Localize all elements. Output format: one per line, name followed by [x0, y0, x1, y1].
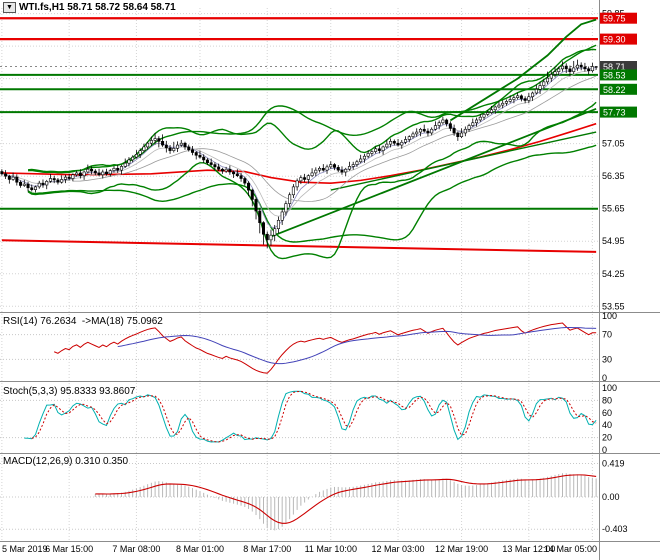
svg-text:56.35: 56.35: [602, 171, 625, 181]
svg-text:100: 100: [602, 383, 617, 393]
macd-panel: [94, 473, 597, 531]
svg-text:12 Mar 03:00: 12 Mar 03:00: [372, 544, 425, 554]
bollinger-bands: [1, 44, 597, 260]
svg-text:59.75: 59.75: [603, 14, 626, 24]
price-levels[interactable]: [0, 17, 598, 253]
svg-text:57.73: 57.73: [603, 108, 626, 118]
svg-text:5 Mar 2019: 5 Mar 2019: [2, 544, 48, 554]
price-axis[interactable]: 59.8557.0556.3555.6554.9554.2553.5559.75…: [600, 9, 637, 535]
svg-text:0: 0: [602, 445, 607, 455]
svg-text:30: 30: [602, 354, 612, 364]
svg-text:58.22: 58.22: [603, 85, 626, 95]
svg-text:60: 60: [602, 408, 612, 418]
svg-text:8 Mar 01:00: 8 Mar 01:00: [176, 544, 224, 554]
candles-series: [0, 59, 598, 249]
svg-text:-0.403: -0.403: [602, 524, 628, 534]
svg-text:54.95: 54.95: [602, 236, 625, 246]
svg-text:100: 100: [602, 311, 617, 321]
svg-text:8 Mar 17:00: 8 Mar 17:00: [243, 544, 291, 554]
svg-text:58.53: 58.53: [603, 70, 626, 80]
svg-text:14 Mar 05:00: 14 Mar 05:00: [544, 544, 597, 554]
svg-text:0: 0: [602, 373, 607, 383]
svg-text:40: 40: [602, 420, 612, 430]
svg-text:80: 80: [602, 395, 612, 405]
svg-text:11 Mar 10:00: 11 Mar 10:00: [305, 544, 357, 554]
rsi-panel: [53, 322, 597, 374]
svg-text:57.05: 57.05: [602, 139, 625, 149]
svg-text:58.71: 58.71: [603, 62, 626, 72]
svg-text:6 Mar 15:00: 6 Mar 15:00: [45, 544, 93, 554]
svg-text:13 Mar 12:00: 13 Mar 12:00: [502, 544, 555, 554]
stoch-panel: [24, 390, 597, 443]
svg-text:54.25: 54.25: [602, 269, 625, 279]
svg-text:7 Mar 08:00: 7 Mar 08:00: [112, 544, 160, 554]
svg-text:55.65: 55.65: [602, 204, 625, 214]
grid: [0, 8, 598, 541]
svg-text:53.55: 53.55: [602, 301, 625, 311]
svg-text:12 Mar 19:00: 12 Mar 19:00: [435, 544, 488, 554]
svg-text:59.30: 59.30: [603, 35, 626, 45]
svg-text:20: 20: [602, 433, 612, 443]
svg-text:0.419: 0.419: [602, 458, 625, 468]
svg-text:70: 70: [602, 330, 612, 340]
svg-text:0.00: 0.00: [602, 492, 620, 502]
